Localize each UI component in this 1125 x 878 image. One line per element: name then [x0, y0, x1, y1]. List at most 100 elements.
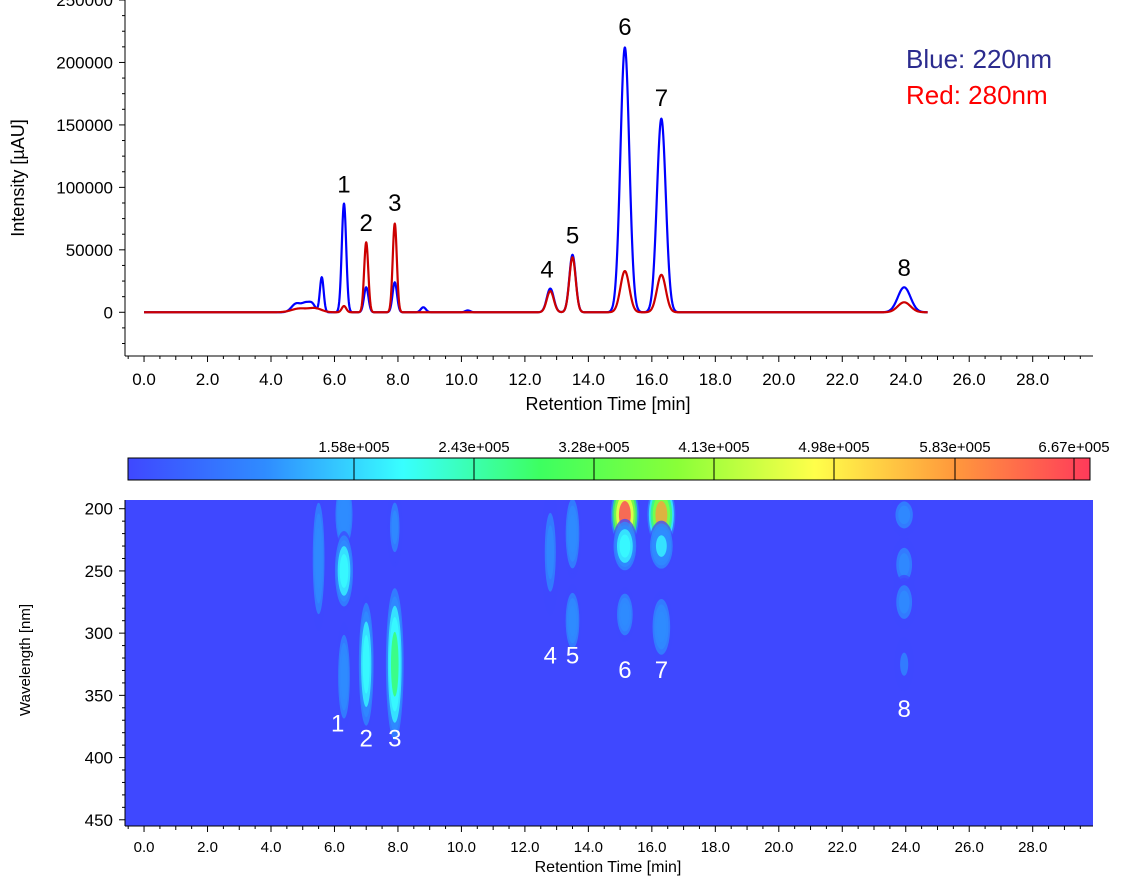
heat-x-axis-label: Retention Time [min] [535, 859, 682, 876]
heatmap-blob [619, 534, 631, 558]
x-tick-label: 14.0 [574, 839, 603, 856]
x-tick-label: 10.0 [447, 839, 476, 856]
x-tick-label: 14.0 [572, 370, 605, 389]
heatmap-blob [390, 631, 399, 697]
top-x-ticks: 0.0 2.0 4.0 6.0 8.0 10.0 12.0 14.0 16.0 18.0 20.0 2… [127, 356, 1081, 389]
x-tick-label: 18.0 [699, 370, 732, 389]
x-tick-label: 10.0 [445, 370, 478, 389]
heat-peak-labels: 12 3 4 5 6 7 8 [331, 642, 911, 752]
colorbar-tick-label: 4.13e+005 [678, 439, 749, 456]
top-peak-labels: 123 45 6 7 8 [337, 14, 911, 283]
x-tick-label: 2.0 [196, 370, 220, 389]
top-y-tick-label: 250000 [56, 0, 113, 10]
heat-y-tick-label: 450 [85, 811, 113, 830]
x-tick-label: 12.0 [510, 839, 539, 856]
heatmap-blob [620, 602, 630, 627]
x-tick-label: 20.0 [762, 370, 795, 389]
colorbar-gradient [127, 457, 1091, 481]
x-tick-label: 0.0 [132, 370, 156, 389]
colorbar: 1.58e+005 2.43e+005 3.28e+005 4.13e+005 4.98… [127, 439, 1110, 481]
x-tick-label: 12.0 [508, 370, 541, 389]
heatmap-blobs [310, 500, 919, 741]
top-y-tick-label: 100000 [56, 178, 113, 197]
x-tick-label: 24.0 [889, 370, 922, 389]
chromatogram-plot: 0 50000 100000 150000 200000 250000 0.0 2.0 4.0… [8, 0, 1093, 414]
colorbar-tick-label: 3.28e+005 [558, 439, 629, 456]
colorbar-tick-label: 4.98e+005 [798, 439, 869, 456]
top-y-ticks: 0 50000 100000 150000 200000 250000 [56, 0, 125, 345]
x-tick-label: 16.0 [637, 839, 666, 856]
legend-blue: Blue: 220nm [906, 44, 1052, 74]
heat-peak-label: 4 [544, 642, 557, 669]
heat-peak-label: 7 [655, 657, 668, 684]
colorbar-tick-label: 1.58e+005 [318, 439, 389, 456]
x-tick-label: 4.0 [261, 839, 282, 856]
x-tick-label: 26.0 [953, 370, 986, 389]
x-tick-label: 22.0 [826, 370, 859, 389]
peak-label: 8 [897, 255, 910, 282]
heatmap-blob [339, 500, 349, 531]
x-tick-label: 24.0 [891, 839, 920, 856]
heat-y-axis-label: Wavelength [nm] [17, 604, 34, 716]
x-tick-label: 16.0 [635, 370, 668, 389]
trace-220nm [143, 46, 929, 314]
heat-y-tick-label: 400 [85, 749, 113, 768]
x-tick-label: 22.0 [828, 839, 857, 856]
heat-peak-label: 1 [331, 711, 344, 738]
heat-y-tick-label: 350 [85, 686, 113, 705]
peak-label: 7 [655, 85, 668, 112]
x-tick-label: 26.0 [955, 839, 984, 856]
heat-y-tick-label: 300 [85, 624, 113, 643]
heat-peak-label: 8 [897, 696, 910, 723]
colorbar-tick-label: 6.67e+005 [1038, 439, 1109, 456]
top-y-tick-label: 200000 [56, 53, 113, 72]
heatmap-blob [340, 653, 348, 700]
heatmap-background [125, 500, 1093, 826]
peak-label: 6 [618, 14, 631, 41]
heat-peak-label: 5 [566, 642, 579, 669]
x-tick-label: 8.0 [386, 370, 410, 389]
heat-y-tick-label: 250 [85, 562, 113, 581]
heat-peak-label: 2 [360, 726, 373, 753]
top-y-tick-label: 0 [104, 303, 113, 322]
x-tick-label: 6.0 [323, 370, 347, 389]
colorbar-ticks: 1.58e+005 2.43e+005 3.28e+005 4.13e+005 4.98… [318, 439, 1110, 480]
heatmap-blob [362, 634, 370, 694]
heatmap-blob [655, 535, 667, 557]
x-tick-label: 18.0 [701, 839, 730, 856]
x-tick-label: 20.0 [764, 839, 793, 856]
x-tick-label: 4.0 [259, 370, 283, 389]
heat-x-ticks: 0.0 2.0 4.0 6.0 8.0 10.0 12.0 14.0 16.0 18.0 20.0 2… [127, 826, 1081, 856]
x-tick-label: 28.0 [1016, 370, 1049, 389]
heat-y-ticks: 200 250 300 350 400 450 [85, 500, 125, 830]
legend-red: Red: 280nm [906, 80, 1048, 110]
heatmap-blob [568, 605, 577, 637]
x-tick-label: 6.0 [324, 839, 345, 856]
heatmap-blob [315, 527, 322, 590]
heatmap-blob [898, 505, 911, 525]
peak-label: 2 [360, 210, 373, 237]
heat-peak-label: 3 [388, 726, 401, 753]
heatmap-blob [391, 510, 399, 545]
top-y-axis-label: Intensity [µAU] [8, 119, 28, 236]
x-tick-label: 2.0 [197, 839, 218, 856]
x-tick-label: 0.0 [134, 839, 155, 856]
top-y-tick-label: 50000 [66, 241, 113, 260]
colorbar-tick-label: 5.83e+005 [919, 439, 990, 456]
trace-280nm [143, 222, 929, 314]
x-tick-label: 28.0 [1018, 839, 1047, 856]
heatmap-blob [898, 590, 910, 614]
heatmap-blob [546, 525, 555, 580]
top-y-tick-label: 150000 [56, 116, 113, 135]
x-tick-label: 8.0 [388, 839, 409, 856]
heat-y-tick-label: 200 [85, 500, 113, 519]
heatmap-blob [568, 514, 577, 553]
heatmap-blob [339, 553, 349, 588]
heatmap-blob [900, 652, 909, 676]
heatmap-blob [656, 611, 667, 643]
peak-label: 5 [566, 223, 579, 250]
colorbar-tick-label: 2.43e+005 [438, 439, 509, 456]
peak-label: 3 [388, 190, 401, 217]
